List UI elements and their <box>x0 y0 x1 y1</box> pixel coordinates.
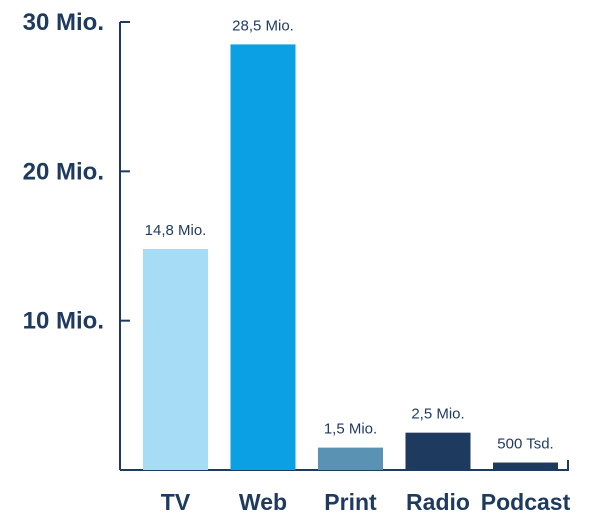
x-tick-label: TV <box>161 489 191 515</box>
data-label: 1,5 Mio. <box>324 421 377 438</box>
bar-podcast <box>493 462 558 470</box>
bars <box>143 44 558 471</box>
x-tick-label: Radio <box>406 489 470 515</box>
data-label: 14,8 Mio. <box>145 222 207 239</box>
x-tick-label: Print <box>324 489 377 515</box>
bar-radio <box>405 432 471 470</box>
bar-web <box>230 44 296 471</box>
bar-tv <box>143 248 208 470</box>
y-tick-label: 10 Mio. <box>23 308 104 335</box>
y-tick-label: 30 Mio. <box>23 9 104 36</box>
data-label: 28,5 Mio. <box>232 17 294 34</box>
data-labels: 14,8 Mio. 28,5 Mio. 1,5 Mio. 2,5 Mio. 500 Ts… <box>145 17 554 452</box>
data-label: 2,5 Mio. <box>411 406 464 423</box>
bar-print <box>318 447 383 470</box>
x-tick-label: Web <box>239 489 287 515</box>
x-tick-label: Podcast <box>481 489 571 515</box>
data-label: 500 Tsd. <box>497 436 553 453</box>
y-ticks: 10 Mio. 20 Mio. 30 Mio. <box>23 9 130 335</box>
x-tick-labels: TV Web Print Radio Podcast <box>161 489 571 515</box>
y-tick-label: 20 Mio. <box>23 158 104 185</box>
